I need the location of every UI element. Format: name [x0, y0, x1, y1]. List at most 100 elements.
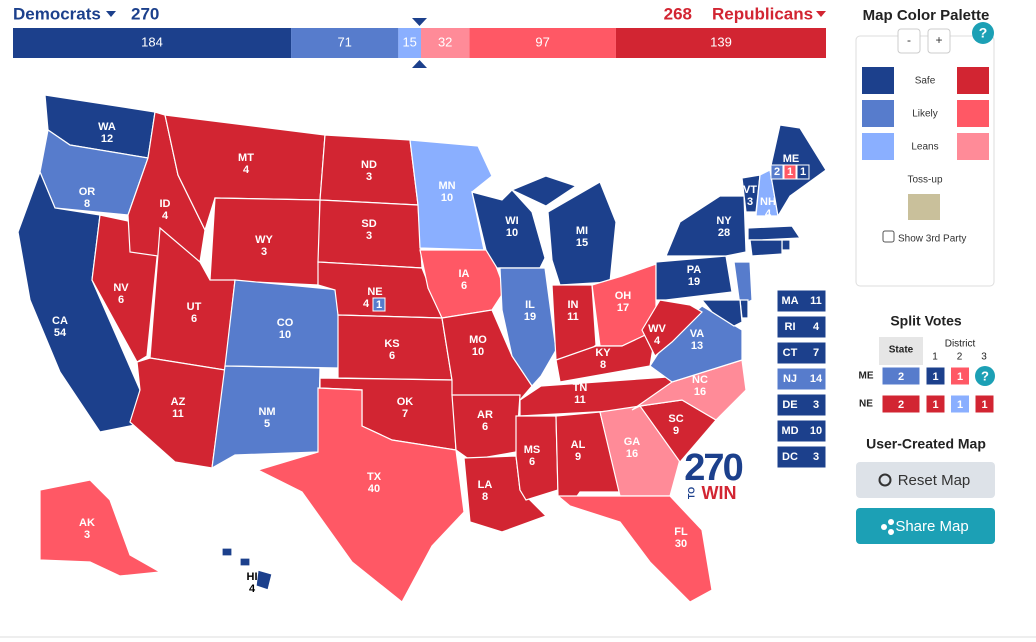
small-state-box[interactable] [776, 341, 827, 365]
split-votes: 1 [376, 299, 382, 311]
rep-swatch[interactable] [957, 67, 989, 94]
palette-label: Leans [911, 142, 938, 153]
dem-swatch[interactable] [862, 67, 894, 94]
state-votes: 4 [654, 335, 661, 347]
state[interactable] [39, 479, 162, 577]
rep-caret[interactable] [816, 11, 826, 17]
user-map-title: User-Created Map [866, 436, 986, 452]
state-abbr: VT [743, 184, 757, 196]
tossup-label: Toss-up [907, 175, 942, 186]
split-cell[interactable] [881, 394, 921, 414]
small-state-abbr: DE [782, 399, 797, 411]
third-party-checkbox[interactable] [882, 230, 895, 243]
state-votes: 30 [675, 538, 687, 550]
small-state-box[interactable] [776, 445, 827, 469]
state-abbr: MO [469, 334, 487, 346]
help-button[interactable] [972, 22, 994, 44]
small-state[interactable] [747, 225, 802, 241]
state-abbr: NH [760, 196, 776, 208]
state[interactable] [239, 557, 251, 567]
rep-total: 268 [664, 4, 692, 23]
small-state-box[interactable] [776, 289, 827, 313]
state-votes: 4 [765, 208, 772, 220]
rep-swatch[interactable] [957, 100, 989, 127]
small-state-box[interactable] [776, 367, 827, 391]
small-state[interactable] [749, 239, 783, 257]
minus-button[interactable] [897, 28, 921, 54]
state-abbr: MT [238, 152, 254, 164]
palette-title: Map Color Palette [863, 7, 990, 24]
state-votes: 10 [441, 192, 453, 204]
state-votes: 6 [191, 313, 197, 325]
state[interactable] [221, 547, 233, 557]
state-abbr: ID [160, 198, 171, 210]
small-state-box[interactable] [776, 419, 827, 443]
state[interactable] [665, 195, 747, 257]
state[interactable] [655, 255, 733, 301]
split-cell[interactable] [950, 366, 970, 386]
district-number: 2 [957, 352, 963, 363]
split-help[interactable] [975, 366, 995, 386]
state-abbr: HI [247, 571, 258, 583]
state[interactable] [510, 175, 578, 207]
state-votes: 4 [249, 583, 256, 595]
state-votes: 19 [524, 311, 536, 323]
state-votes: 4 [162, 210, 169, 222]
third-party-label: Show 3rd Party [898, 234, 966, 245]
dem-swatch[interactable] [862, 133, 894, 160]
palette-panel [855, 35, 995, 287]
small-state[interactable] [700, 299, 743, 327]
state[interactable] [556, 495, 713, 603]
reset-button[interactable] [856, 462, 995, 498]
state[interactable] [471, 189, 546, 269]
small-state-box[interactable] [776, 315, 827, 339]
split-cell[interactable] [974, 394, 995, 414]
state-abbr: MS [524, 444, 541, 456]
dem-swatch[interactable] [862, 100, 894, 127]
small-state[interactable] [781, 239, 791, 251]
district-box[interactable] [796, 164, 810, 180]
logo-to: TO [686, 487, 696, 499]
district-box[interactable] [783, 164, 797, 180]
split-cell[interactable] [925, 366, 946, 386]
state-abbr: OR [79, 186, 96, 198]
split-cell[interactable] [925, 394, 946, 414]
state[interactable] [599, 405, 683, 497]
small-state-votes: 10 [810, 425, 822, 437]
tossup-swatch[interactable] [908, 194, 940, 220]
state[interactable] [441, 309, 533, 401]
state[interactable] [211, 365, 321, 470]
state[interactable] [409, 139, 493, 251]
state-abbr: TX [367, 471, 382, 483]
split-box[interactable] [372, 297, 386, 312]
tally-segment [469, 28, 616, 58]
state-abbr: SD [361, 218, 376, 230]
state-votes: 8 [600, 359, 606, 371]
dem-caret[interactable] [106, 11, 116, 17]
state[interactable] [255, 569, 273, 591]
state-votes: 3 [366, 230, 372, 242]
small-state-box[interactable] [776, 393, 827, 417]
state[interactable] [451, 394, 521, 461]
state-votes: 9 [575, 451, 581, 463]
split-state: NE [859, 399, 873, 410]
share-button[interactable] [856, 508, 995, 544]
small-state-votes: 11 [810, 295, 822, 307]
small-state[interactable] [733, 261, 753, 307]
state-abbr: ME [783, 153, 800, 165]
state[interactable] [515, 415, 559, 501]
minus-label: - [907, 33, 911, 47]
split-cell[interactable] [950, 394, 970, 414]
plus-button[interactable] [927, 28, 951, 54]
split-cell-votes: 1 [957, 399, 963, 411]
split-cell[interactable] [881, 366, 921, 386]
small-state-votes: 3 [813, 399, 819, 411]
state[interactable] [499, 267, 557, 387]
district-box[interactable] [770, 164, 784, 180]
logo-number: 270 [684, 447, 742, 489]
rep-swatch[interactable] [957, 133, 989, 160]
state[interactable] [256, 387, 465, 603]
logo-win: WIN [702, 483, 737, 503]
